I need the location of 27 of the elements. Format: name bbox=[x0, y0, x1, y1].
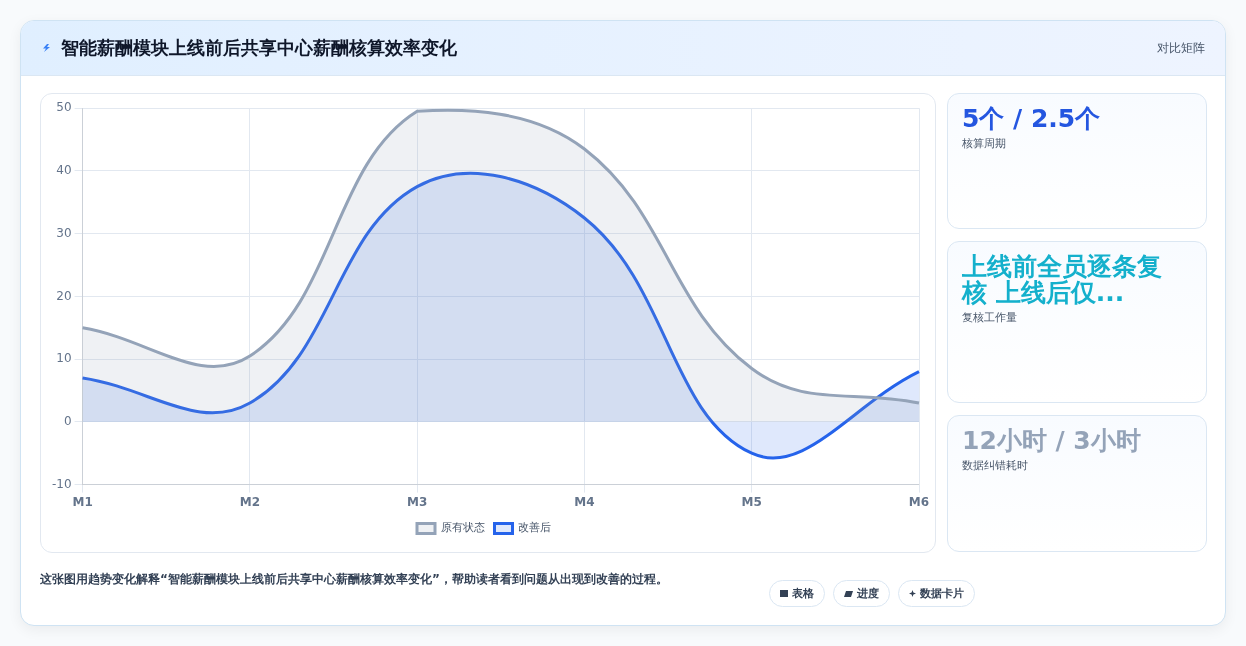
x-tick-label: M4 bbox=[574, 494, 595, 509]
text: 5个 / 2.5个 bbox=[962, 104, 1102, 133]
text: 上线前全员逐条复核 上线后仅... bbox=[962, 252, 1163, 307]
y-tick-label: 30 bbox=[56, 225, 72, 240]
x-tick-label: M3 bbox=[407, 494, 428, 509]
text: 12小时 / 3小时 bbox=[962, 426, 1142, 455]
y-tick-label: 20 bbox=[56, 288, 72, 303]
text: 表格 bbox=[792, 586, 814, 601]
x-tick-label: M2 bbox=[239, 494, 261, 509]
legend-label: 改善后 bbox=[518, 521, 551, 535]
chart-title: 智能薪酬模块上线前后共享中心薪酬核算效率变化 bbox=[61, 36, 457, 60]
text: 复核工作量 bbox=[962, 310, 1018, 325]
x-tick-label: M6 bbox=[908, 494, 930, 509]
x-tick-label: M1 bbox=[72, 494, 93, 509]
y-tick-label: -10 bbox=[51, 476, 72, 491]
text: 数据纠错耗时 bbox=[962, 458, 1029, 473]
legend-label: 原有状态 bbox=[440, 521, 485, 535]
y-tick-label: 0 bbox=[63, 413, 72, 428]
y-tick-label: 50 bbox=[56, 100, 72, 115]
text: 数据卡片 bbox=[920, 586, 964, 601]
text: 这张图用趋势变化解释“智能薪酬模块上线前后共享中心薪酬核算效率变化”，帮助读者看到问题从出现到改善的过程。 bbox=[40, 571, 669, 588]
text: 进度 bbox=[857, 586, 879, 601]
text: 对比矩阵 bbox=[1157, 39, 1205, 57]
y-tick-label: 40 bbox=[56, 163, 72, 178]
y-tick-label: 10 bbox=[56, 351, 72, 366]
text: 核算周期 bbox=[962, 136, 1007, 151]
x-tick-label: M5 bbox=[741, 494, 762, 509]
